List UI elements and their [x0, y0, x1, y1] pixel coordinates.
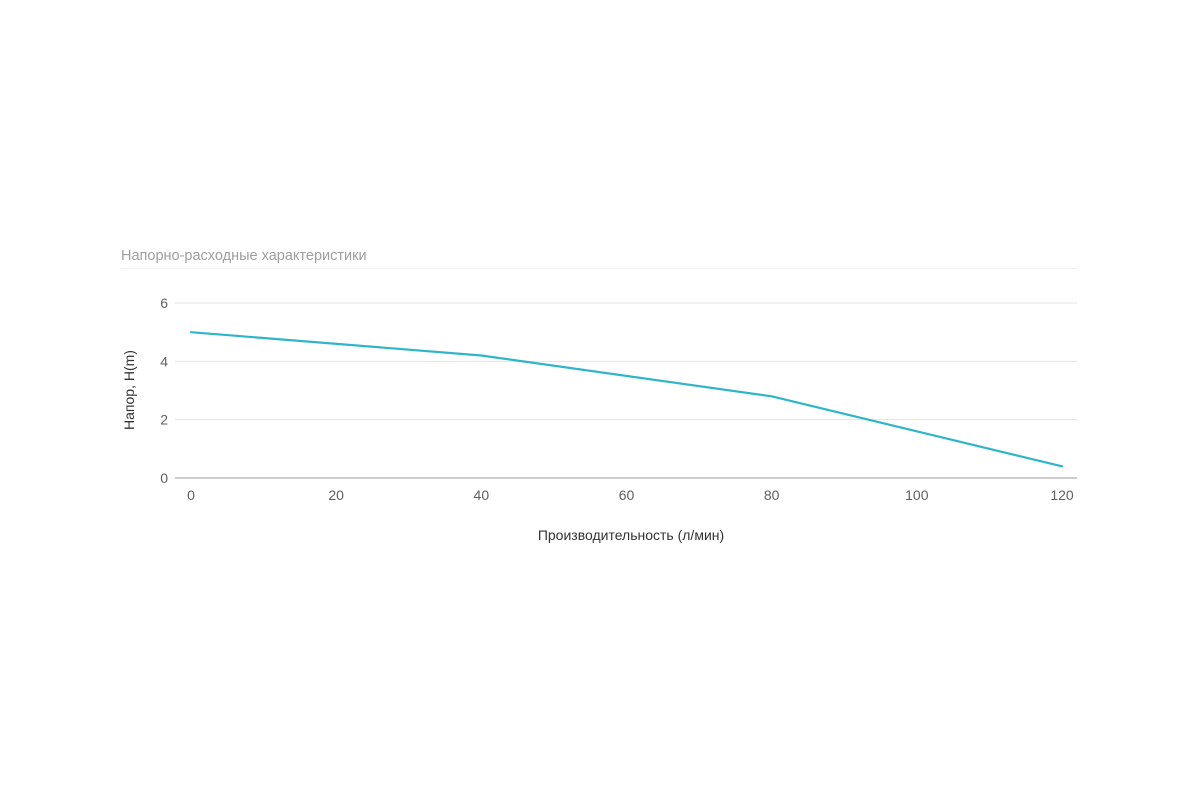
y-tick-labels: 0 2 4 6 — [160, 295, 168, 486]
x-tick-label: 100 — [905, 487, 929, 503]
title-divider — [121, 268, 1077, 269]
x-tick-label: 120 — [1050, 487, 1074, 503]
x-axis-title: Производительность (л/мин) — [538, 527, 724, 543]
x-tick-label: 20 — [328, 487, 344, 503]
y-tick-label: 2 — [160, 412, 168, 428]
x-tick-label: 80 — [764, 487, 780, 503]
x-tick-label: 40 — [474, 487, 490, 503]
y-axis-title: Напор, H(m) — [121, 350, 137, 430]
grid-lines — [175, 302, 1077, 421]
series-line-head — [189, 331, 1064, 468]
x-tick-label: 60 — [619, 487, 635, 503]
y-tick-label: 6 — [160, 295, 168, 311]
y-tick-label: 0 — [160, 470, 168, 486]
x-tick-label: 0 — [187, 487, 195, 503]
y-tick-label: 4 — [160, 353, 168, 369]
x-tick-labels: 0 20 40 60 80 100 120 — [187, 487, 1074, 503]
chart-title: Напорно-расходные характеристики — [121, 248, 367, 264]
